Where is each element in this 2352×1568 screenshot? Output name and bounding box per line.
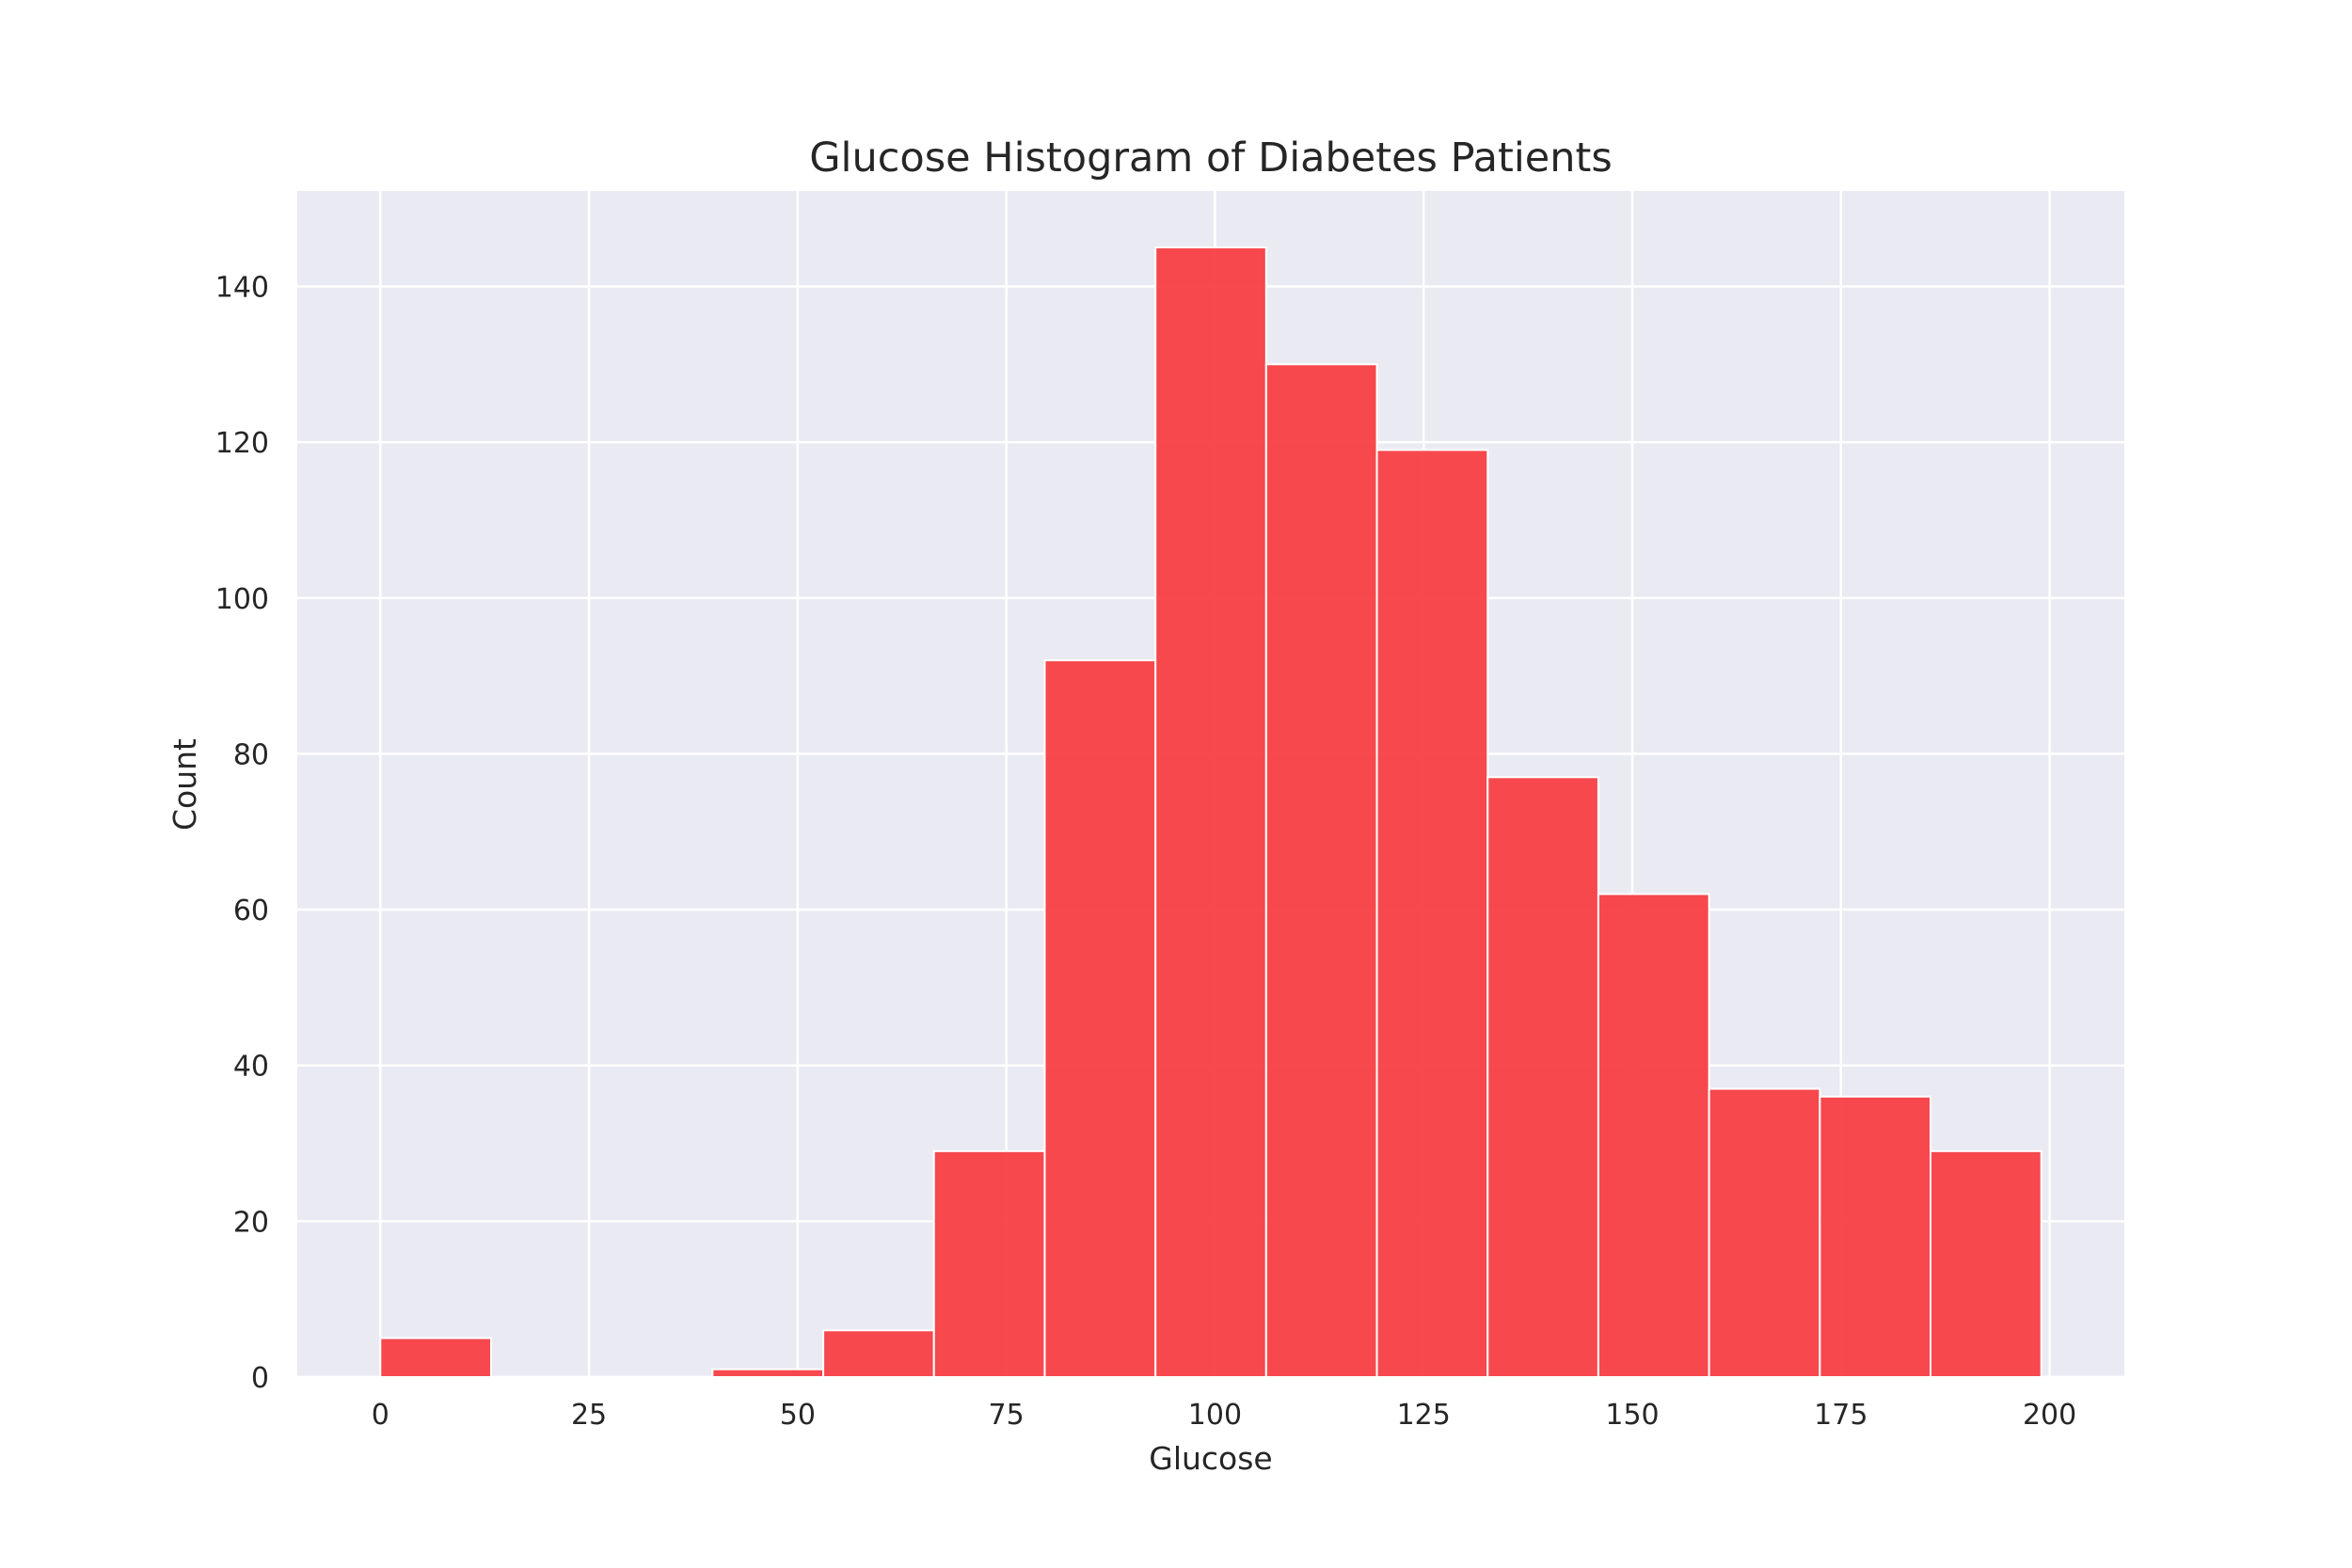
y-axis-label: Count xyxy=(167,738,203,831)
ticks: 0 25 50 75 100 125 150 175 200 0 20 40 60 80 100 120 140 xyxy=(215,271,2076,1432)
y-tick-label: 140 xyxy=(215,271,269,304)
y-tick-label: 0 xyxy=(251,1362,269,1395)
y-tick-label: 120 xyxy=(215,427,269,460)
x-tick-label: 200 xyxy=(2023,1399,2076,1432)
histogram-bar xyxy=(1819,1095,1932,1378)
bars xyxy=(379,246,2042,1379)
histogram-bar xyxy=(822,1329,935,1378)
x-tick-label: 0 xyxy=(372,1399,389,1432)
y-tick-label: 20 xyxy=(233,1206,269,1239)
y-tick-label: 60 xyxy=(233,895,269,927)
x-axis-label: Glucose xyxy=(1149,1440,1272,1477)
y-tick-label: 100 xyxy=(215,583,269,616)
histogram-bar xyxy=(1264,363,1378,1378)
histogram-bar xyxy=(1375,449,1489,1378)
x-tick-label: 75 xyxy=(989,1399,1025,1432)
histogram-bar xyxy=(1708,1087,1821,1378)
histogram-bar xyxy=(1486,776,1599,1378)
histogram-bar xyxy=(1043,659,1157,1378)
histogram-bar xyxy=(379,1337,492,1379)
x-tick-label: 175 xyxy=(1814,1399,1867,1432)
x-tick-label: 50 xyxy=(780,1399,816,1432)
y-tick-label: 40 xyxy=(233,1051,269,1084)
histogram-bar xyxy=(1597,893,1710,1378)
histogram-bar xyxy=(1154,246,1267,1378)
histogram-bar xyxy=(1930,1149,2042,1379)
x-tick-label: 125 xyxy=(1397,1399,1451,1432)
histogram-bar xyxy=(932,1149,1046,1379)
histogram-bar xyxy=(711,1368,825,1378)
y-tick-label: 80 xyxy=(233,738,269,771)
x-tick-label: 25 xyxy=(571,1399,607,1432)
chart-title: Glucose Histogram of Diabetes Patients xyxy=(809,135,1613,182)
x-tick-label: 150 xyxy=(1605,1399,1659,1432)
x-tick-label: 100 xyxy=(1188,1399,1242,1432)
